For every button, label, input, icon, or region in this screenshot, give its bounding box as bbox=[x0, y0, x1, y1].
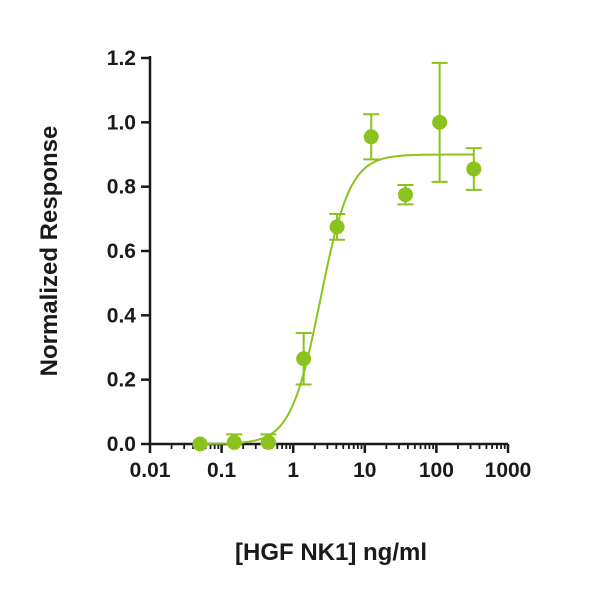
x-tick-label: 0.1 bbox=[207, 459, 237, 482]
x-tick-label: 0.01 bbox=[130, 459, 171, 482]
x-tick-label: 1 bbox=[287, 459, 299, 482]
y-tick-label: 1.2 bbox=[107, 47, 136, 70]
y-tick-label: 0.8 bbox=[107, 176, 137, 199]
data-point bbox=[296, 351, 312, 367]
y-tick-label: 1.0 bbox=[107, 111, 136, 134]
data-point bbox=[329, 219, 345, 235]
y-tick-label: 0.6 bbox=[107, 240, 136, 263]
y-tick-label: 0.2 bbox=[107, 369, 136, 392]
data-point bbox=[192, 436, 208, 452]
data-point bbox=[397, 187, 413, 203]
data-point bbox=[363, 129, 379, 145]
x-tick-label: 100 bbox=[419, 459, 454, 482]
data-point bbox=[432, 114, 448, 130]
y-tick-label: 0.4 bbox=[107, 304, 137, 327]
fit-curve bbox=[200, 153, 474, 445]
x-axis-title: [HGF NK1] ng/ml bbox=[235, 539, 427, 566]
plot-area: 0.0 0.2 0.4 0.6 0.8 1.0 1.2 0.01 0.1 1 10 100 1000 bbox=[107, 47, 532, 482]
x-tick-label: 1000 bbox=[485, 459, 532, 482]
data-point bbox=[466, 161, 482, 177]
y-axis-title: Normalized Response bbox=[36, 126, 63, 377]
y-tick-label: 0.0 bbox=[107, 433, 136, 456]
x-tick-label: 10 bbox=[353, 459, 376, 482]
data-point bbox=[260, 434, 276, 450]
data-point bbox=[226, 434, 242, 450]
